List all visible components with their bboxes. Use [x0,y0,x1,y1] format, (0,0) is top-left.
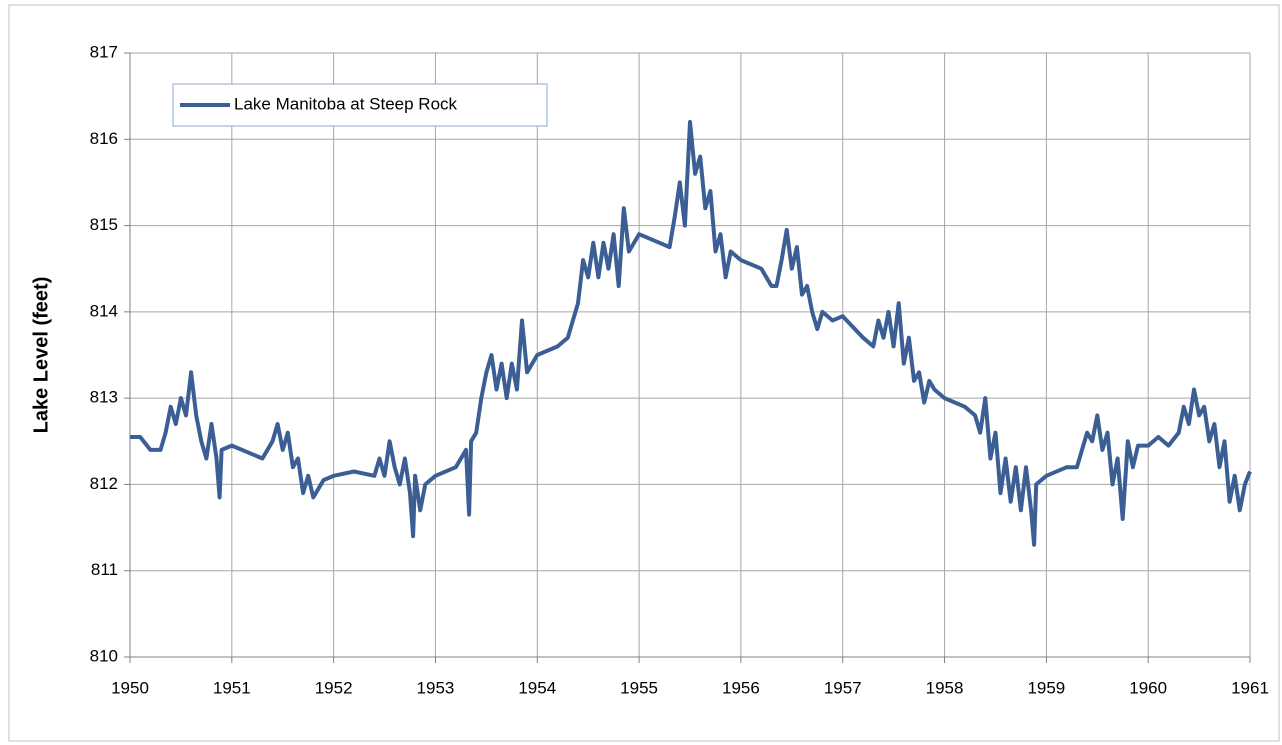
y-tick-label: 814 [90,301,118,320]
x-tick-label: 1950 [111,678,149,697]
x-tick-label: 1960 [1129,678,1167,697]
chart-frame [8,4,1280,742]
x-tick-label: 1957 [824,678,862,697]
x-tick-label: 1956 [722,678,760,697]
x-tick-label: 1953 [417,678,455,697]
legend-label: Lake Manitoba at Steep Rock [234,94,458,113]
x-tick-label: 1955 [620,678,658,697]
x-tick-label: 1959 [1027,678,1065,697]
data-line [130,120,1252,547]
y-tick-label: 813 [90,388,118,407]
x-tick-label: 1958 [926,678,964,697]
x-tick-label: 1954 [518,678,556,697]
y-tick-label: 817 [90,42,118,61]
x-tick-label: 1951 [213,678,251,697]
y-tick-label: 815 [90,215,118,234]
legend-box [172,83,548,127]
y-tick-label: 810 [90,646,118,665]
x-tick-label: 1961 [1231,678,1269,697]
y-tick-label: 811 [91,560,118,579]
y-tick-label: 816 [90,129,118,148]
x-tick-label: 1952 [315,678,353,697]
y-tick-label: 812 [90,474,118,493]
y-axis-label: Lake Level (feet) [30,277,52,434]
